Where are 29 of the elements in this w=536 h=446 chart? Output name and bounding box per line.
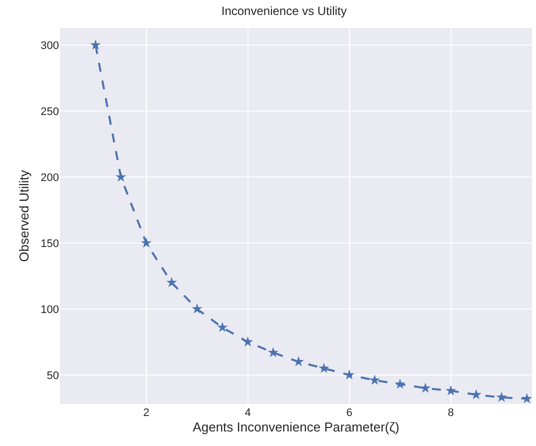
point	[470, 389, 482, 400]
point	[217, 322, 228, 332]
y-tick-label: 150	[40, 238, 59, 250]
point	[522, 393, 532, 404]
point	[116, 171, 126, 182]
point	[90, 40, 101, 50]
x-tick-label: 2	[143, 407, 150, 419]
point	[268, 346, 278, 358]
point	[445, 385, 456, 396]
x-tick-label: 8	[448, 407, 454, 419]
x-tick-label: 4	[244, 407, 251, 419]
chart-title: Inconvenience vs Utility	[221, 4, 347, 18]
y-axis-title: Observed Utility	[16, 170, 32, 262]
point	[318, 362, 330, 373]
y-tick-label: 300	[40, 40, 59, 52]
y-tick-label: 250	[40, 106, 59, 118]
point	[496, 392, 507, 402]
y-tick-label: 50	[46, 370, 59, 382]
x-axis-title: Agents Inconvenience Parameter(ζ)	[192, 420, 400, 435]
y-tick-label: 200	[40, 172, 59, 184]
x-tick-label: 6	[346, 407, 352, 419]
point	[394, 378, 406, 389]
point	[420, 382, 431, 393]
point	[242, 336, 254, 347]
point	[369, 374, 380, 385]
point	[166, 277, 177, 288]
point	[192, 303, 202, 314]
y-tick-label: 100	[40, 304, 59, 316]
point	[140, 237, 152, 248]
